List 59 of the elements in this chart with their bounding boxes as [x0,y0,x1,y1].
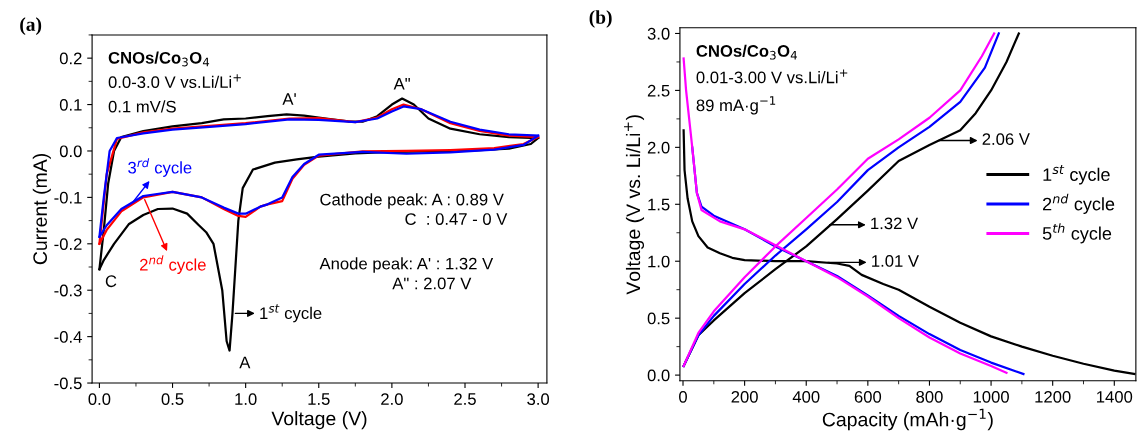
annotation: 2.06 V [982,133,1030,145]
annotation: 3$^{rd}$ cycle [128,158,192,177]
x-tick-label: 800 [916,390,943,403]
y-tick-label: 0.0 [647,369,670,382]
annotation: A" [393,78,410,90]
x-tick-label: 0.5 [161,393,184,405]
y-tick-label: 0.1 [59,98,82,111]
y-tick-label: -0.5 [54,377,82,390]
y-tick-label: 2.0 [647,141,670,154]
legend-label: 2$^{nd}$ cycle [1043,193,1115,214]
annotation: A [239,356,251,369]
x-tick-label: 200 [731,390,758,403]
annotation: Anode peak: A' : 1.32 V [319,257,494,273]
x-tick-label: 2.5 [454,393,476,405]
annotation: CNOs/Co$_{3}$O$_{4}$ [108,51,210,67]
x-tick-label: 2.0 [381,393,403,405]
annotation: A' [282,93,296,105]
chart-title: (a) [20,17,42,35]
annotation: 0.1 mV/S [108,100,176,113]
annotation: C : 0.47 - 0 V [405,213,508,225]
x-tick-label: 1000 [973,390,1009,403]
annotation: 89 mA·g$^{−1}$ [696,96,776,115]
annotation: Cathode peak: A : 0.89 V [320,193,504,209]
x-tick-label: 1.5 [308,393,330,405]
y-tick-label: -0.2 [54,238,82,250]
y-axis-title: Current (mA) [32,154,51,265]
legend-label: 1$^{st}$ cycle [1043,165,1110,185]
y-tick-label: 0.2 [59,52,82,65]
x-tick-label: 600 [854,390,882,403]
annotation: 1.01 V [872,255,919,267]
y-tick-label: 0.5 [647,312,670,325]
x-tick-label: 400 [792,390,820,403]
annotation: A" : 2.07 V [392,277,472,290]
y-tick-label: -0.3 [54,284,82,297]
annotation: 2$^{nd}$ cycle [140,255,206,274]
y-axis-title: Voltage (V vs. Li/Li$^{+}$) [624,115,645,295]
x-tick-label: 0.0 [88,393,111,405]
x-tick-label: 1400 [1097,390,1133,403]
x-axis-title: Capacity (mAh·g$^{−1}$) [822,408,993,431]
annotation: 0.0-3.0 V vs.Li/Li$^{+}$ [108,74,241,89]
x-axis-title: Voltage (V) [271,411,367,430]
annotation: 1$^{st}$ cycle [260,304,322,323]
x-tick-label: 1200 [1035,390,1071,403]
x-tick-label: 1.0 [235,393,257,405]
y-tick-label: 1.5 [648,198,670,211]
annotation: 1.32 V [871,217,919,230]
chart-title: (b) [589,10,612,28]
annotation: C [105,275,117,288]
x-tick-label: 3.0 [527,393,550,405]
annotation: 0.01-3.00 V vs.Li/Li$^{+}$ [696,69,848,84]
y-tick-label: 2.5 [647,84,670,97]
y-tick-label: 3.0 [647,27,670,40]
x-tick-label: 0 [679,390,687,403]
y-tick-label: 0.0 [59,145,82,158]
y-tick-label: 1.0 [648,255,670,268]
annotation: CNOs/Co$_{3}$O$_{4}$ [696,44,797,60]
y-tick-label: -0.4 [54,331,82,343]
y-tick-label: -0.1 [54,191,82,204]
legend-label: 5$^{th}$ cycle [1042,223,1112,244]
